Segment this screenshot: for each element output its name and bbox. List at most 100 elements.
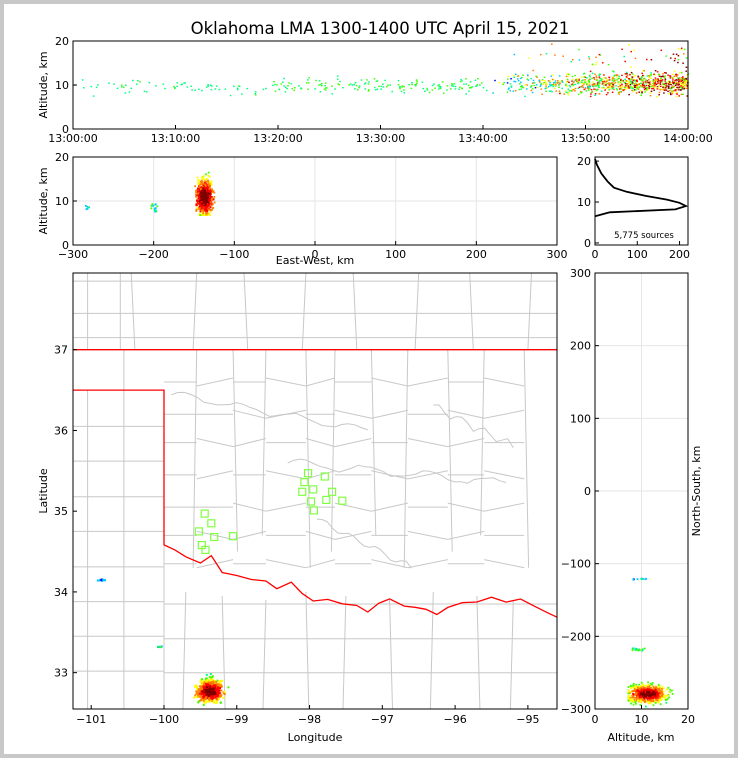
time-altitude-point <box>426 87 428 90</box>
ew-altitude-xlabel: East-West, km <box>276 254 354 267</box>
histogram-ytick-label: 10 <box>577 196 591 209</box>
time-altitude-point <box>657 79 659 81</box>
time-altitude-point <box>606 80 608 82</box>
time-altitude-point <box>604 89 606 91</box>
altitude-ns-point <box>633 699 636 701</box>
ew-altitude-point <box>150 207 153 210</box>
time-altitude-point <box>619 90 622 93</box>
plan-view-point <box>219 695 222 698</box>
altitude-ns-point <box>642 694 645 697</box>
time-altitude-point <box>173 85 175 88</box>
time-altitude-point <box>645 89 648 91</box>
time-altitude-point <box>568 84 571 87</box>
time-altitude-point <box>467 84 470 87</box>
ew-altitude-point <box>207 192 210 195</box>
altitude-ns-point <box>627 686 630 688</box>
plan-view-frame <box>72 272 558 710</box>
time-altitude-point <box>353 84 355 86</box>
plan-view-point <box>214 688 217 691</box>
time-altitude-point <box>358 85 361 87</box>
altitude-ns-point <box>650 697 653 700</box>
plan-view-point <box>210 681 213 684</box>
ew-altitude-point <box>198 200 200 203</box>
ew-altitude-point <box>211 188 213 191</box>
altitude-ns-point <box>659 703 662 706</box>
time-altitude-point <box>180 83 183 86</box>
altitude-ns-point <box>638 695 641 698</box>
time-altitude-point <box>678 83 680 85</box>
altitude-ns-point <box>658 690 661 693</box>
altitude-ns-point <box>644 696 647 699</box>
time-altitude-point <box>675 83 678 85</box>
plan-view-point <box>202 696 205 698</box>
altitude-ns-point <box>650 684 653 687</box>
time-altitude-point <box>659 78 662 80</box>
time-altitude-point <box>633 84 636 87</box>
time-altitude-point <box>675 81 678 83</box>
time-altitude-point <box>633 75 636 77</box>
time-altitude-point <box>531 85 533 87</box>
time-altitude-point <box>574 83 577 86</box>
time-altitude-point <box>596 84 599 86</box>
altitude-ns-point <box>649 695 651 698</box>
time-altitude-point <box>621 48 623 50</box>
time-altitude-point <box>642 74 644 77</box>
county-line <box>371 502 408 512</box>
altitude-ns-point <box>656 695 659 697</box>
county-line <box>407 530 448 540</box>
altitude-ns-point <box>654 689 657 691</box>
time-altitude-point <box>618 88 621 90</box>
time-altitude-point <box>641 76 643 78</box>
altitude-ns-point <box>657 701 660 704</box>
altitude-ns-point <box>638 686 641 688</box>
altitude-ns-point <box>654 690 657 693</box>
ew-altitude-point <box>210 180 213 183</box>
time-altitude-point <box>650 72 652 74</box>
altitude-ns-point <box>637 699 639 702</box>
plan-view-point <box>215 689 218 692</box>
time-altitude-point <box>519 77 522 80</box>
altitude-ns-point <box>642 578 644 580</box>
county-line <box>469 272 474 350</box>
ew-altitude-point <box>207 189 209 192</box>
time-altitude-ytick-label: 20 <box>55 35 69 48</box>
ew-altitude-point <box>200 181 203 184</box>
time-altitude-point <box>336 75 339 77</box>
altitude-ns-point <box>650 686 652 689</box>
time-altitude-point <box>589 78 592 80</box>
plan-view-point <box>197 701 200 704</box>
time-altitude-point <box>543 81 545 84</box>
ew-altitude-point <box>206 187 209 190</box>
altitude-ns-point <box>638 691 641 693</box>
ew-altitude-point <box>201 198 203 201</box>
ew-altitude-ylabel: Altitude, km <box>37 167 50 234</box>
altitude-ns-point <box>645 690 648 693</box>
plan-view-point <box>211 678 214 681</box>
altitude-ns-point <box>628 699 631 702</box>
ew-altitude-point <box>207 194 210 196</box>
time-altitude-point <box>556 82 559 84</box>
altitude-ns-point <box>632 578 635 581</box>
time-altitude-point <box>108 82 110 84</box>
ew-altitude-point <box>200 188 202 190</box>
county-line <box>484 409 525 419</box>
time-altitude-point <box>584 79 586 81</box>
ew-altitude-point <box>197 193 200 196</box>
ew-altitude-point <box>199 202 201 205</box>
time-altitude-point <box>682 76 684 78</box>
plan-view-point <box>223 690 226 693</box>
time-altitude-point <box>582 79 584 81</box>
time-altitude-point <box>323 88 326 90</box>
altitude-ns-point <box>640 693 642 696</box>
time-altitude-point <box>640 79 643 82</box>
time-altitude-point <box>659 81 662 83</box>
ew-altitude-point <box>204 191 207 194</box>
altitude-ns-point <box>639 691 642 694</box>
ew-altitude-point <box>207 190 209 193</box>
ew-altitude-point <box>154 207 157 209</box>
altitude-ns-point <box>646 697 649 700</box>
plan-view-point <box>218 692 221 694</box>
altitude-ns-point <box>652 691 655 693</box>
altitude-ns-point <box>641 690 644 693</box>
time-altitude-point <box>513 74 515 77</box>
